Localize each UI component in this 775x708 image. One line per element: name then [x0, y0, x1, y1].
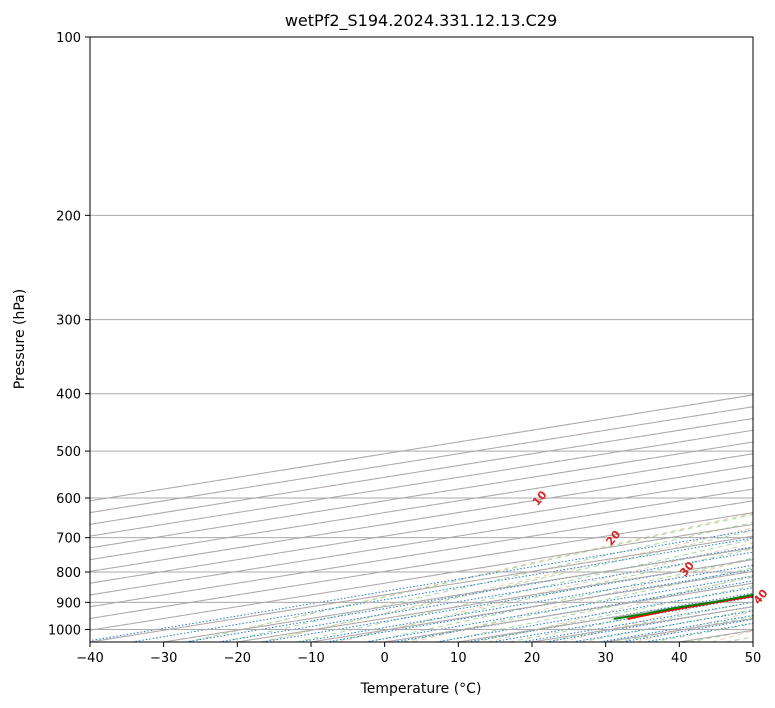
y-tick-label: 600	[56, 492, 81, 507]
axis-ticks: −40 −30 −20 −10 0 10 20 30 40 50 100 200 300 400 500 60…	[48, 31, 761, 666]
y-tick-label: 1000	[48, 623, 81, 638]
y-tick-label: 200	[56, 209, 81, 224]
x-axis-label: Temperature (°C)	[360, 681, 482, 697]
isotherm-line	[90, 500, 753, 608]
y-tick-label: 500	[56, 445, 81, 460]
isotherm-line	[752, 641, 753, 642]
isotherm-line	[90, 512, 753, 619]
y-tick-label: 900	[56, 596, 81, 611]
x-tick-label: −40	[76, 651, 103, 666]
y-tick-label: 800	[56, 566, 81, 581]
dry-adiabat-line	[487, 575, 753, 642]
moist-adiabat-line	[223, 521, 753, 642]
plot-background	[90, 37, 753, 642]
y-tick-label: 300	[56, 314, 81, 329]
mixing-ratio-line	[131, 537, 753, 642]
moist-adiabat-line	[260, 530, 753, 642]
mixing-ratio-line	[436, 587, 753, 642]
x-tick-label: 50	[745, 651, 762, 666]
x-tick-label: 30	[597, 651, 614, 666]
isotherm-line	[90, 453, 753, 561]
isotherm-dashed-line	[752, 641, 753, 642]
x-tick-label: 40	[671, 651, 688, 666]
mixing-ratio-line	[522, 601, 753, 642]
y-tick-label: 700	[56, 532, 81, 547]
dry-adiabat-line	[412, 558, 753, 642]
isotherm-line	[90, 488, 753, 596]
y-axis-label: Pressure (hPa)	[12, 289, 28, 389]
isotherm-line	[90, 441, 753, 549]
isotherm-line	[90, 476, 753, 584]
x-tick-label: −30	[150, 651, 177, 666]
isotherm-lines	[90, 37, 753, 642]
isotherm-line	[90, 523, 753, 631]
moist-adiabat-line	[187, 513, 753, 642]
y-tick-label: 100	[56, 31, 81, 46]
y-tick-label: 400	[56, 388, 81, 403]
isotherm-line	[90, 465, 753, 572]
isotherm-line	[90, 535, 753, 642]
x-tick-label: −20	[224, 651, 251, 666]
x-tick-label: 0	[381, 651, 389, 666]
plot-frame	[89, 36, 754, 643]
moist-adiabat-label: 40	[751, 587, 771, 607]
moist-adiabat-line	[296, 538, 753, 642]
dry-adiabat-line	[263, 527, 753, 642]
mixing-ratio-line	[218, 551, 753, 642]
moist-adiabat-line	[367, 557, 753, 642]
x-tick-label: −10	[297, 651, 324, 666]
mixing-ratio-line	[90, 529, 753, 642]
mixing-ratio-line	[185, 546, 753, 642]
x-tick-label: 10	[450, 651, 467, 666]
x-tick-label: 20	[524, 651, 541, 666]
chart-title: wetPf2_S194.2024.331.12.13.C29	[285, 11, 557, 31]
